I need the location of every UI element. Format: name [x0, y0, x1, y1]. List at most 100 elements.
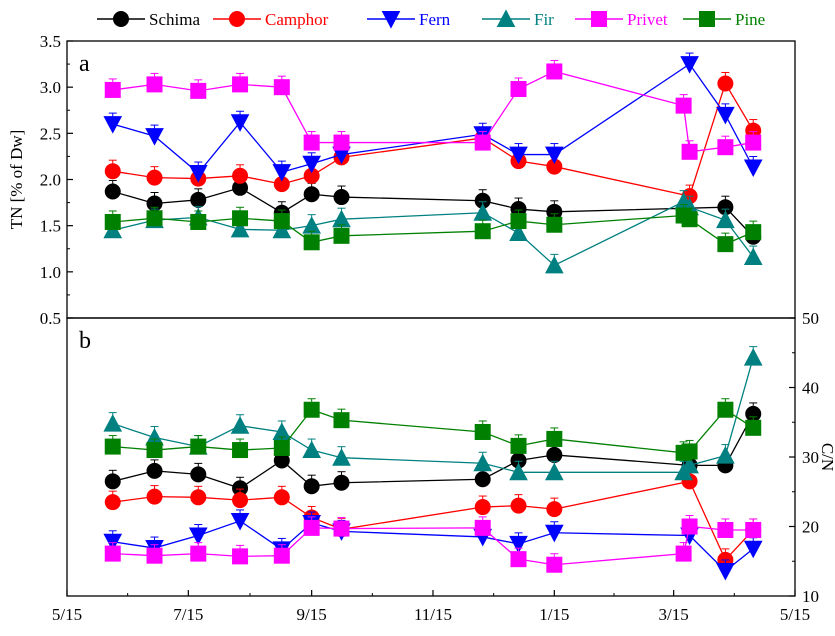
data-point-fern-a [544, 146, 564, 165]
y-axis-label-a: TN [% of Dw] [7, 130, 26, 230]
data-point-privet-b [146, 547, 163, 564]
data-point-privet-a [546, 63, 563, 80]
data-point-privet-b [104, 545, 121, 562]
y-tick-label-a: 1.5 [40, 217, 61, 236]
data-point-pine-b [104, 438, 121, 455]
data-point-fern-b [230, 512, 250, 531]
data-point-schima-a [190, 191, 207, 208]
x-tick-label: 11/15 [414, 605, 452, 624]
y-tick-label-b: 40 [802, 379, 819, 398]
legend-label-privet: Privet [627, 10, 668, 29]
data-point-pine-b [303, 401, 320, 418]
data-point-camphor-b [510, 497, 527, 514]
legend-marker-fern [381, 11, 401, 29]
data-point-privet-b [745, 521, 762, 538]
data-point-privet-a [104, 81, 121, 98]
data-point-privet-a [146, 76, 163, 93]
data-point-fir-b [680, 455, 699, 474]
data-point-fern-a [145, 128, 164, 146]
legend-marker-camphor [229, 11, 245, 27]
data-point-fern-a [272, 164, 292, 182]
data-point-pine-a [333, 227, 350, 244]
y-tick-label-b: 30 [802, 448, 819, 467]
data-point-pine-a [303, 234, 320, 251]
data-point-pine-b [232, 442, 249, 459]
data-point-fern-a [188, 165, 208, 183]
data-point-fir-b [509, 462, 528, 481]
data-point-privet-a [232, 76, 249, 93]
data-point-pine-b [273, 439, 290, 456]
data-point-privet-a [717, 139, 734, 156]
data-point-pine-a [510, 213, 527, 230]
data-point-privet-b [303, 519, 320, 536]
legend-label-fir: Fir [534, 10, 554, 29]
data-point-fir-a [230, 219, 250, 238]
data-point-fir-a [473, 203, 493, 221]
data-point-pine-b [510, 437, 527, 454]
data-point-privet-b [190, 545, 207, 562]
legend-marker-pine [699, 11, 715, 27]
data-point-pine-a [546, 216, 563, 233]
y-tick-label-a: 1.0 [40, 263, 61, 282]
y-axis-label-b: C/N [818, 443, 835, 471]
data-point-privet-a [745, 134, 762, 151]
data-point-fir-b [332, 448, 351, 466]
data-point-pine-a [681, 211, 698, 228]
data-point-camphor-a [717, 75, 734, 92]
data-point-pine-a [474, 223, 491, 240]
data-point-pine-a [146, 210, 163, 227]
y-tick-label-a: 2.5 [40, 124, 61, 143]
data-point-privet-a [273, 79, 290, 96]
data-point-fir-b [716, 446, 735, 464]
data-point-privet-b [273, 547, 290, 564]
series-line-schima-a [112, 187, 754, 238]
data-point-fern-a [716, 106, 735, 125]
data-point-privet-a [681, 143, 698, 160]
x-tick-label: 3/15 [659, 605, 689, 624]
y-tick-label-a: 3.0 [40, 78, 61, 97]
data-point-pine-b [546, 430, 563, 447]
data-point-privet-a [333, 134, 350, 151]
data-point-fir-a [302, 216, 321, 234]
plot-frame-a [66, 40, 796, 319]
data-point-schima-a [104, 183, 121, 200]
data-point-privet-a [675, 97, 692, 114]
data-point-privet-b [681, 518, 698, 535]
y-tick-label-a: 0.5 [40, 309, 61, 328]
data-point-pine-b [745, 419, 762, 436]
y-tick-label-b: 10 [802, 587, 819, 606]
data-point-camphor-a [146, 169, 163, 186]
series-line-camphor-b [112, 480, 754, 562]
series-line-fern-a [112, 63, 754, 174]
series-line-fir-a [112, 200, 754, 267]
data-point-fir-b [743, 348, 763, 366]
x-tick-label: 9/15 [297, 605, 327, 624]
data-point-fern-b [544, 524, 564, 543]
data-point-pine-a [745, 224, 762, 241]
legend-marker-fir [496, 9, 516, 27]
series-line-fir-b [112, 357, 754, 473]
y-tick-label-a: 2.0 [40, 171, 61, 190]
x-tick-label: 1/15 [539, 605, 569, 624]
data-point-pine-b [717, 401, 734, 418]
data-point-privet-b [510, 551, 527, 568]
data-point-privet-b [232, 548, 249, 565]
data-point-pine-a [273, 213, 290, 230]
data-point-pine-a [104, 213, 121, 230]
x-tick-label: 7/15 [173, 605, 203, 624]
data-point-privet-b [474, 519, 491, 536]
series-line-schima-b [112, 413, 754, 489]
data-point-privet-a [303, 134, 320, 151]
data-point-fern-a [103, 116, 123, 134]
legend-label-camphor: Camphor [265, 10, 329, 29]
data-point-camphor-a [104, 163, 121, 180]
y-tick-label-b: 20 [802, 518, 819, 537]
data-point-privet-b [546, 556, 563, 573]
data-point-fir-b [544, 462, 564, 481]
data-point-schima-b [104, 473, 121, 490]
data-point-privet-a [190, 82, 207, 99]
data-point-fir-a [743, 247, 763, 266]
data-point-schima-b [303, 478, 320, 495]
data-point-fern-b [509, 535, 528, 554]
